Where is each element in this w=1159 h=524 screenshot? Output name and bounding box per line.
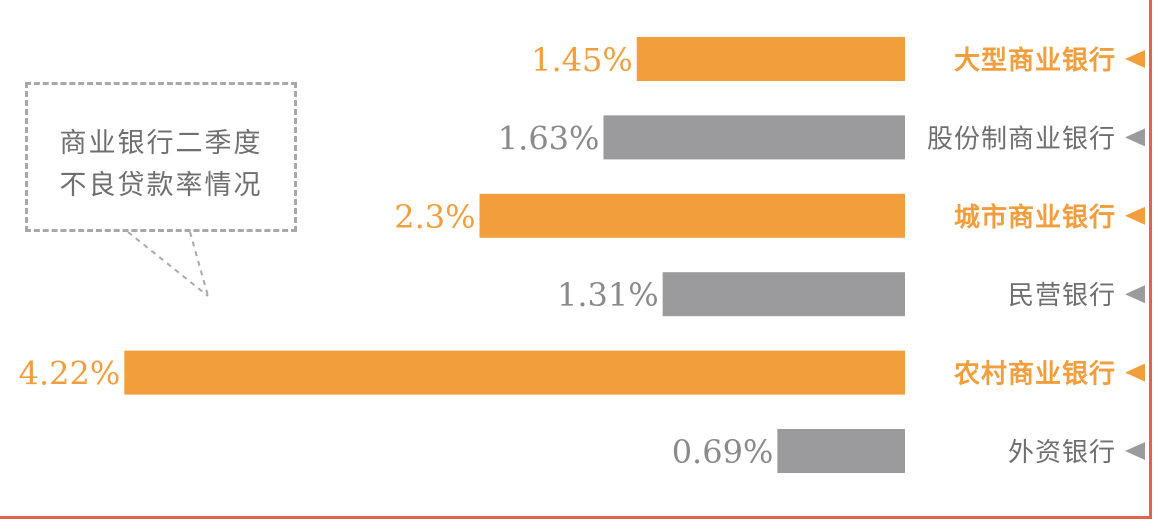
frame-right-border — [1149, 0, 1152, 519]
callout-line-2: 不良贷款率情况 — [59, 170, 263, 201]
category-label: 股份制商业银行 — [927, 124, 1116, 154]
bar — [662, 272, 905, 317]
bar — [603, 115, 905, 160]
arrow-marker-icon — [1125, 442, 1145, 460]
bar-value-label: 2.3% — [394, 198, 475, 236]
frame-bottom-border — [0, 516, 1152, 519]
bar-value-label: 1.45% — [531, 41, 633, 79]
category-label: 农村商业银行 — [953, 359, 1116, 390]
callout-line-1: 商业银行二季度 — [59, 128, 263, 159]
bar-value-label: 1.63% — [498, 119, 600, 157]
category-label: 大型商业银行 — [954, 45, 1116, 76]
bar-value-label: 4.22% — [19, 355, 121, 393]
arrow-marker-icon — [1125, 285, 1145, 304]
bar — [479, 193, 905, 238]
category-label: 城市商业银行 — [954, 202, 1116, 233]
arrow-marker-icon — [1125, 50, 1145, 68]
arrow-marker-icon — [1125, 206, 1145, 225]
bar — [777, 429, 905, 473]
bar — [124, 350, 906, 395]
arrow-marker-icon — [1125, 128, 1145, 147]
category-label: 外资银行 — [1008, 438, 1116, 468]
category-label: 民营银行 — [1008, 281, 1116, 311]
bar — [636, 37, 905, 81]
arrow-marker-icon — [1125, 363, 1145, 382]
bar-value-label: 0.69% — [672, 433, 774, 471]
bar-value-label: 1.31% — [557, 276, 659, 314]
chart-callout-box: 商业银行二季度 不良贷款率情况 — [25, 82, 297, 232]
